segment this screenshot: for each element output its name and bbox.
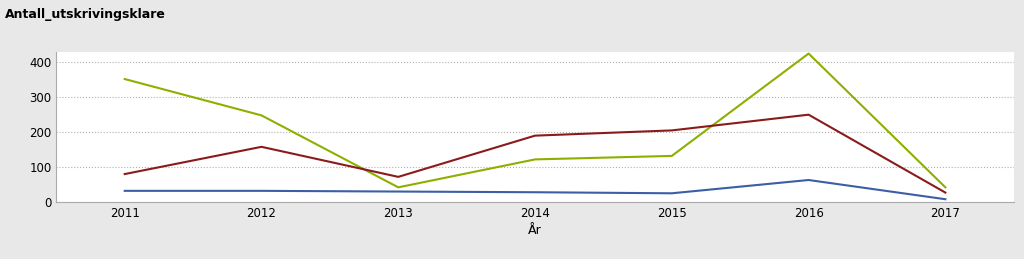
X-axis label: År: År: [528, 224, 542, 237]
Text: Antall_utskrivingsklare: Antall_utskrivingsklare: [5, 8, 166, 21]
